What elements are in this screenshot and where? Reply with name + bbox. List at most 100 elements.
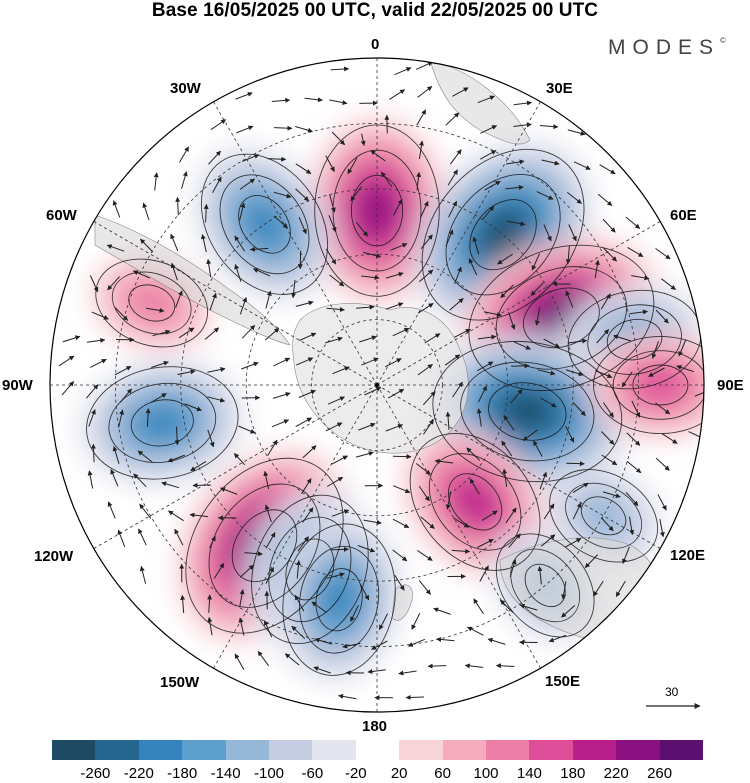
wind-vector [244,551,263,557]
wind-vector [543,503,555,520]
wind-vector [384,358,402,368]
wind-vector [622,546,630,564]
wind-vector [418,580,431,595]
colorbar-swatch [616,740,660,760]
wind-vector [631,275,650,281]
wind-vector [142,202,150,221]
colorbar-swatch [442,740,487,760]
wind-vector [416,171,422,191]
wind-vector [595,370,613,379]
wind-vector [477,95,495,104]
wind-vector [417,363,433,376]
wind-vector [615,580,626,598]
colorbar-swatch [95,740,139,760]
wind-vector [419,201,429,219]
wind-vector [602,218,616,233]
wind-vector [355,221,369,237]
anomaly-shade [124,281,180,325]
wind-vector [295,417,312,428]
wind-vector [509,559,517,578]
wind-vector [565,369,584,377]
wind-vector [86,337,106,343]
colorbar-swatch [225,740,270,760]
wind-vector [534,307,541,326]
wind-vector [242,154,260,162]
wind-vector [447,169,458,186]
landmasses [94,59,661,642]
colorbar-tick-label: 100 [473,765,499,782]
lon-label-30w: 30W [170,80,201,97]
contour-line [469,199,537,271]
wind-vector [213,562,225,579]
contour-line [445,174,561,296]
wind-vector [530,282,544,296]
wind-vector [480,150,497,160]
wind-vector [536,191,554,200]
colorbar-tick-label: -60 [301,765,324,782]
wind-vector [239,178,256,190]
wind-vector [597,193,613,206]
wind-vector [539,124,559,130]
wind-vector [150,393,167,404]
wind-vector [513,122,532,128]
wind-vector [418,485,430,502]
meridian-line [376,384,541,669]
wind-vector [298,217,307,235]
wind-vector [360,133,366,146]
wind-vector [568,338,588,344]
anomaly-shade [138,404,187,441]
contour-line [587,304,682,375]
wind-vector [89,358,107,368]
wind-vector [133,473,147,488]
wind-vector [249,246,269,252]
colorbar-swatch [269,740,313,760]
colorbar [52,740,704,760]
wind-vector [107,501,116,519]
wind-vector [209,535,216,549]
wind-vector [370,149,386,162]
contour-line [523,287,600,349]
wind-vector [464,663,484,669]
wind-vector [295,163,312,175]
wind-vector [661,433,678,444]
wind-vector [393,485,411,494]
wind-vector [427,663,447,669]
wind-vector [392,549,408,562]
wind-vector [326,307,345,312]
wind-vector [91,443,96,463]
wind-vector [480,125,498,134]
colorbar-swatch [138,740,183,760]
colorbar-tick-label: 60 [434,765,451,782]
wind-vector [112,200,121,218]
wind-vector [174,426,180,446]
wind-vector [331,131,346,146]
wind-vector [325,155,335,172]
wind-vector [91,311,109,320]
wind-vector [394,574,405,591]
wind-vector [291,279,296,299]
wind-vector [174,528,184,546]
contour-line [421,148,585,321]
contour-line [580,496,627,536]
wind-vector [264,590,270,610]
wind-vector [167,454,185,463]
wind-vector [358,422,376,431]
lon-label-90e: 90E [717,377,744,394]
wind-vector [420,234,433,250]
wind-vector [599,164,616,175]
wind-vector [657,494,667,511]
wind-vector [433,607,451,615]
colorbar-swatch [52,740,96,760]
wind-vector [511,363,530,369]
wind-vector [573,161,591,170]
wind-vector [204,327,220,340]
wind-vector [359,583,370,601]
wind-vector [192,482,211,488]
contour-line [606,318,663,361]
wind-vector [481,510,498,521]
wind-vector [453,517,470,528]
wind-vector [273,125,293,131]
wind-vector [207,429,215,448]
anomaly-shade [321,575,358,624]
